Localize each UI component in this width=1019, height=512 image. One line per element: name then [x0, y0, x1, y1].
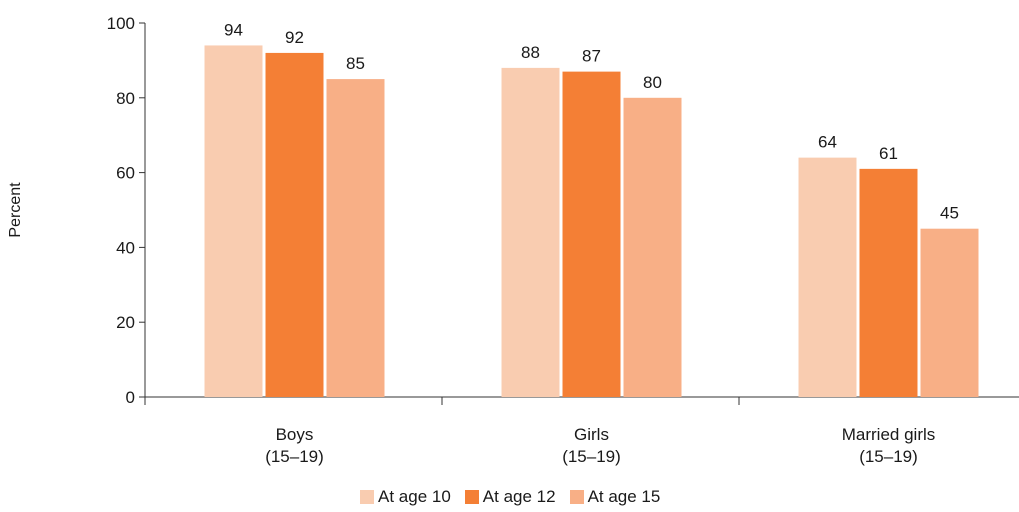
bar: [859, 168, 918, 397]
x-tick-label: (15–19): [859, 447, 918, 466]
y-tick-label: 100: [107, 14, 135, 33]
bar-value-label: 61: [879, 144, 898, 163]
bar-value-label: 45: [940, 204, 959, 223]
bar-value-label: 94: [224, 20, 243, 39]
y-tick-label: 80: [116, 89, 135, 108]
bar: [798, 157, 857, 397]
x-tick-label: (15–19): [562, 447, 621, 466]
bar: [204, 45, 263, 397]
y-tick-label: 60: [116, 164, 135, 183]
bar: [920, 228, 979, 397]
bar: [501, 67, 560, 397]
bar-value-label: 85: [346, 54, 365, 73]
bar: [562, 71, 621, 398]
bar-value-label: 87: [582, 47, 601, 66]
legend-label-age-12: At age 12: [482, 487, 556, 506]
legend-swatch-age-10: [360, 490, 374, 504]
bar-value-label: 64: [818, 133, 837, 152]
x-tick-label: Boys: [276, 425, 314, 444]
chart-legend: At age 10 At age 12 At age 15: [360, 486, 674, 508]
legend-swatch-age-15: [569, 490, 584, 504]
y-tick-label: 40: [116, 238, 135, 257]
legend-item-age-10: At age 10: [360, 487, 451, 507]
x-tick-label: Married girls: [842, 425, 936, 444]
x-tick-label: Girls: [574, 425, 609, 444]
bar: [265, 52, 324, 398]
chart-bars: [204, 45, 979, 398]
y-tick-label: 0: [126, 388, 135, 407]
legend-item-age-12: At age 12: [464, 487, 556, 507]
bar-value-label: 88: [521, 43, 540, 62]
bar-value-label: 92: [285, 28, 304, 47]
x-tick-label: (15–19): [265, 447, 324, 466]
bar: [623, 97, 682, 398]
legend-label-age-15: At age 15: [587, 487, 661, 506]
legend-swatch-age-12: [464, 490, 479, 504]
y-tick-label: 20: [116, 313, 135, 332]
chart-labels: 94 92 85 Boys (15–19) 88 87 80 Girls (15–19) 64 61 4…: [224, 20, 959, 466]
legend-item-age-15: At age 15: [569, 487, 661, 507]
bar: [326, 79, 385, 397]
bar-value-label: 80: [643, 73, 662, 92]
y-axis-title: Percent: [7, 182, 24, 238]
legend-label-age-10: At age 10: [378, 487, 451, 506]
